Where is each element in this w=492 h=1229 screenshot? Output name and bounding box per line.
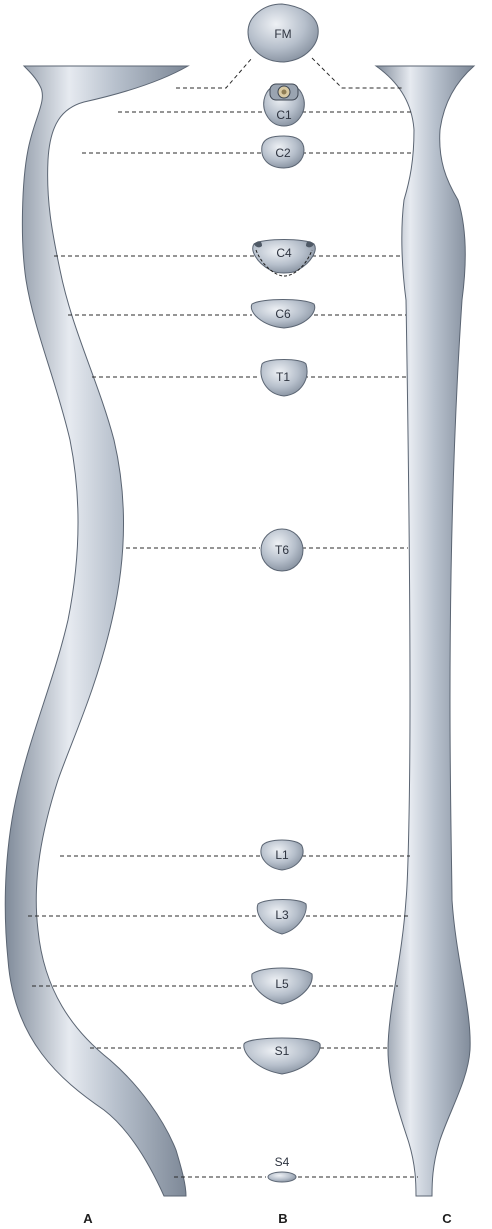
label-fm: FM <box>274 27 291 41</box>
section-s1 <box>243 1037 321 1075</box>
panel-label-b: B <box>278 1211 287 1226</box>
label-t6: T6 <box>275 543 289 557</box>
spinal-cord-core <box>281 89 287 95</box>
section-l1 <box>260 839 304 871</box>
panel-label-c: C <box>442 1211 452 1226</box>
section-fm <box>247 3 319 63</box>
level-labels: FM C1 C2 C4 C6 T1 T6 L1 L3 L5 S1 S4 <box>274 27 292 1169</box>
label-c4: C4 <box>276 246 292 260</box>
panel-label-a: A <box>83 1211 93 1226</box>
label-s4: S4 <box>275 1155 290 1169</box>
panel-labels: A B C <box>83 1211 452 1226</box>
section-s4 <box>267 1171 297 1183</box>
section-l5 <box>251 967 313 1005</box>
label-l3: L3 <box>275 908 289 922</box>
label-c1: C1 <box>276 108 292 122</box>
section-c2 <box>261 135 305 169</box>
level-line-fm <box>176 57 253 89</box>
section-t6 <box>260 528 304 572</box>
label-t1: T1 <box>276 370 290 384</box>
section-c4-left-lobe <box>254 241 262 248</box>
cross-sections <box>243 3 321 1183</box>
label-l1: L1 <box>275 848 289 862</box>
section-c6 <box>250 299 316 329</box>
level-line-fm <box>311 57 402 89</box>
label-c6: C6 <box>275 307 291 321</box>
canal-lateral-shape <box>4 65 190 1197</box>
section-c4-right-lobe <box>306 241 314 248</box>
section-c4-dashed-outline <box>255 249 313 277</box>
label-c2: C2 <box>275 146 291 160</box>
section-t1 <box>260 359 308 397</box>
canal-frontal-shape <box>374 65 476 1197</box>
canal-frontal-view <box>374 65 476 1197</box>
label-s1: S1 <box>275 1044 290 1058</box>
label-l5: L5 <box>275 977 289 991</box>
level-lines <box>28 57 418 1178</box>
section-l3 <box>256 899 307 935</box>
canal-lateral-view <box>4 65 190 1197</box>
